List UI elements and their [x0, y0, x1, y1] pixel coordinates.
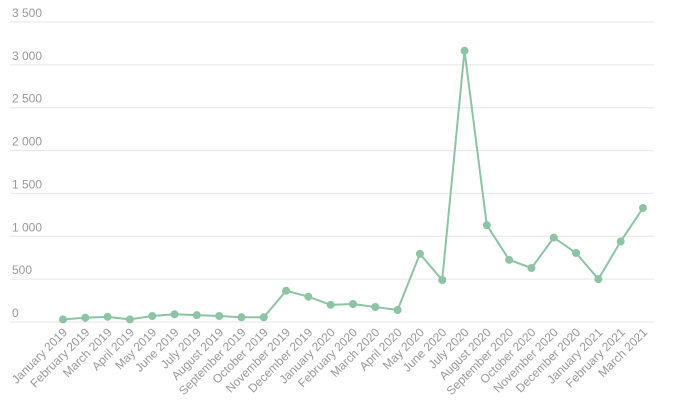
- y-tick-label: 2 000: [12, 135, 42, 149]
- data-point: [639, 204, 647, 212]
- y-tick-label: 3 500: [12, 6, 42, 20]
- y-tick-label: 0: [12, 306, 19, 320]
- data-point: [527, 264, 536, 272]
- data-point: [594, 275, 603, 284]
- data-point: [349, 300, 357, 308]
- data-point: [259, 313, 268, 322]
- data-point: [81, 313, 90, 322]
- data-point: [59, 315, 67, 324]
- data-point: [304, 292, 313, 301]
- y-tick-label: 1 000: [12, 220, 42, 234]
- data-point: [125, 315, 134, 324]
- data-point: [505, 255, 514, 264]
- data-point: [393, 306, 402, 314]
- y-axis-ticks: 0 500 1 000 1 500 2 000 2 500 3 000 3 500: [12, 6, 42, 320]
- data-point: [415, 249, 424, 258]
- data-point: [616, 237, 625, 246]
- data-point: [460, 46, 469, 55]
- data-point: [371, 303, 380, 311]
- y-tick-label: 500: [12, 263, 32, 277]
- data-point: [326, 300, 335, 309]
- data-point: [572, 249, 581, 257]
- y-tick-label: 3 000: [12, 49, 42, 63]
- y-tick-label: 2 500: [12, 92, 42, 106]
- data-point: [148, 312, 157, 320]
- grid-layer: [10, 21, 654, 323]
- y-tick-label: 1 500: [12, 177, 42, 191]
- data-point: [549, 233, 558, 242]
- data-point: [192, 311, 201, 320]
- data-point: [237, 313, 246, 322]
- data-point: [438, 276, 447, 284]
- data-point: [103, 312, 112, 321]
- series-layer: [59, 46, 647, 324]
- data-point: [170, 310, 179, 319]
- data-point: [282, 286, 291, 295]
- data-point: [482, 221, 491, 230]
- data-point: [215, 312, 224, 320]
